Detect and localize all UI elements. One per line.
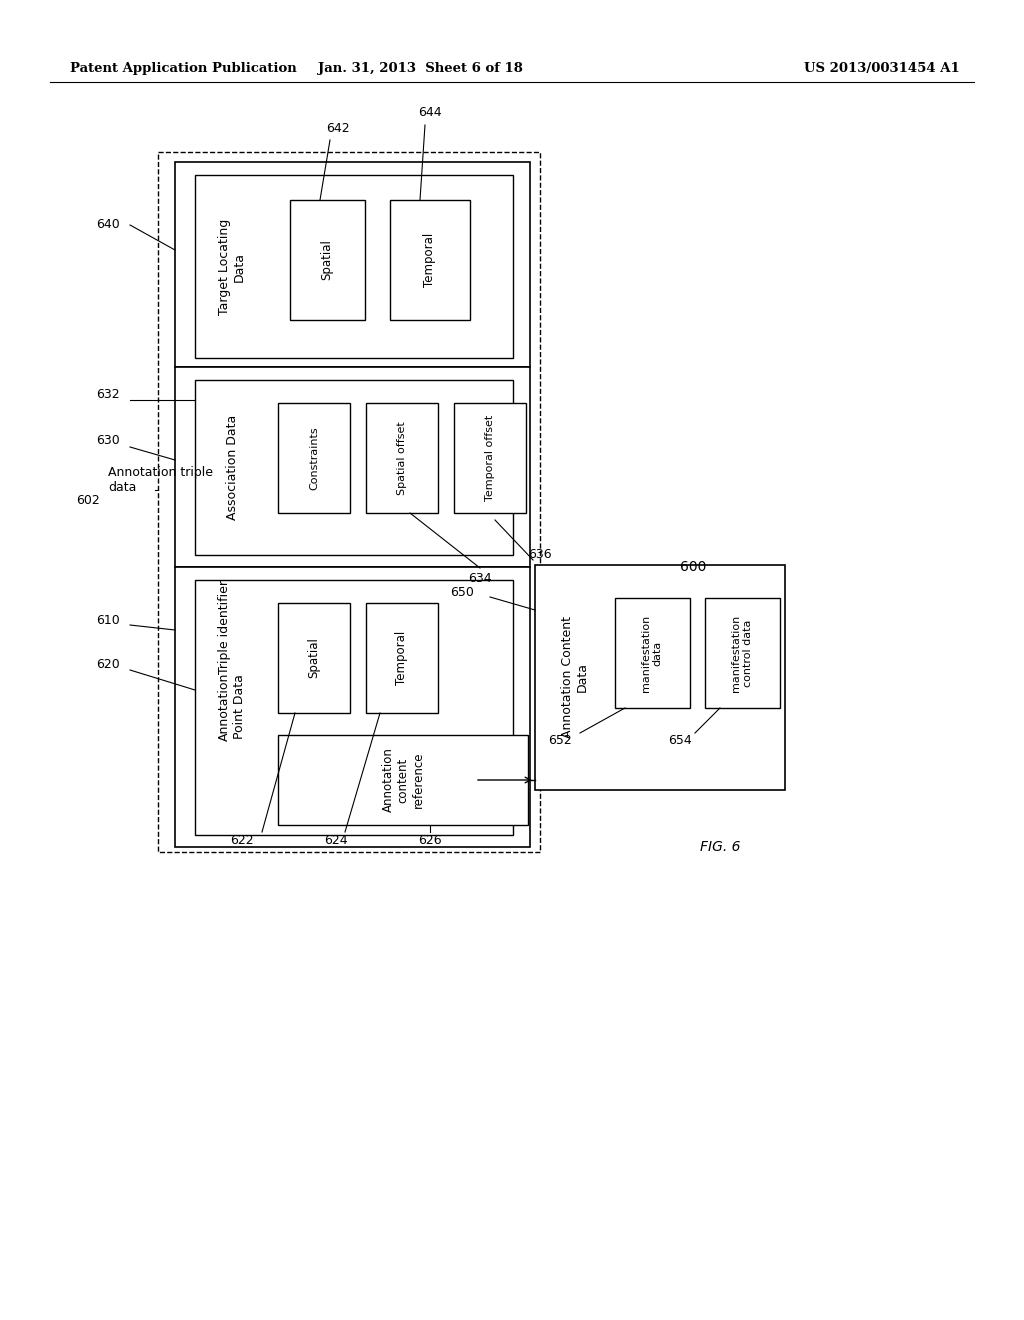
Bar bbox=[175, 162, 530, 367]
Bar bbox=[158, 152, 540, 851]
Bar bbox=[195, 579, 513, 836]
Text: Annotation
Point Data: Annotation Point Data bbox=[218, 673, 246, 742]
Bar bbox=[278, 735, 528, 825]
Text: 626: 626 bbox=[418, 833, 441, 846]
Text: 600: 600 bbox=[680, 560, 707, 574]
Text: US 2013/0031454 A1: US 2013/0031454 A1 bbox=[804, 62, 961, 75]
Text: 636: 636 bbox=[528, 549, 552, 561]
Bar bbox=[615, 598, 690, 708]
Text: manifestation
control data: manifestation control data bbox=[731, 614, 753, 692]
Bar bbox=[195, 380, 513, 554]
Text: 640: 640 bbox=[96, 219, 120, 231]
Text: 642: 642 bbox=[327, 121, 350, 135]
Text: Spatial: Spatial bbox=[307, 638, 321, 678]
Bar bbox=[366, 603, 438, 713]
Text: 634: 634 bbox=[468, 572, 492, 585]
Text: 602: 602 bbox=[76, 494, 100, 507]
Bar bbox=[535, 565, 785, 789]
Text: 654: 654 bbox=[668, 734, 692, 747]
Text: 652: 652 bbox=[548, 734, 571, 747]
Bar bbox=[390, 201, 470, 319]
Text: Annotation triple
data: Annotation triple data bbox=[108, 466, 213, 494]
Text: Temporal offset: Temporal offset bbox=[485, 414, 495, 502]
Bar bbox=[278, 603, 350, 713]
Text: 632: 632 bbox=[96, 388, 120, 401]
Text: 630: 630 bbox=[96, 433, 120, 446]
Text: Temporal: Temporal bbox=[424, 232, 436, 288]
Text: 624: 624 bbox=[325, 833, 348, 846]
Text: Patent Application Publication: Patent Application Publication bbox=[70, 62, 297, 75]
Text: 650: 650 bbox=[451, 586, 474, 598]
Text: FIG. 6: FIG. 6 bbox=[700, 840, 740, 854]
Text: Jan. 31, 2013  Sheet 6 of 18: Jan. 31, 2013 Sheet 6 of 18 bbox=[317, 62, 522, 75]
Text: 622: 622 bbox=[230, 833, 254, 846]
Text: 620: 620 bbox=[96, 659, 120, 672]
Text: Spatial: Spatial bbox=[321, 239, 334, 280]
Bar bbox=[705, 598, 780, 708]
Text: Association Data: Association Data bbox=[225, 414, 239, 520]
Text: Target Locating
Data: Target Locating Data bbox=[218, 219, 246, 315]
Bar bbox=[454, 403, 526, 513]
Bar bbox=[278, 403, 350, 513]
Bar bbox=[175, 568, 530, 847]
Text: manifestation
data: manifestation data bbox=[641, 614, 663, 692]
Text: 644: 644 bbox=[418, 106, 441, 119]
Text: Annotation
content
reference: Annotation content reference bbox=[382, 747, 425, 812]
Text: Spatial offset: Spatial offset bbox=[397, 421, 407, 495]
Bar bbox=[290, 201, 365, 319]
Text: Constraints: Constraints bbox=[309, 426, 319, 490]
Text: 610: 610 bbox=[96, 614, 120, 627]
Text: Temporal: Temporal bbox=[395, 631, 409, 685]
Bar bbox=[366, 403, 438, 513]
Bar bbox=[175, 367, 530, 568]
Bar bbox=[195, 176, 513, 358]
Text: Annotation Content
Data: Annotation Content Data bbox=[561, 616, 589, 738]
Text: Triple identifier: Triple identifier bbox=[218, 579, 231, 675]
